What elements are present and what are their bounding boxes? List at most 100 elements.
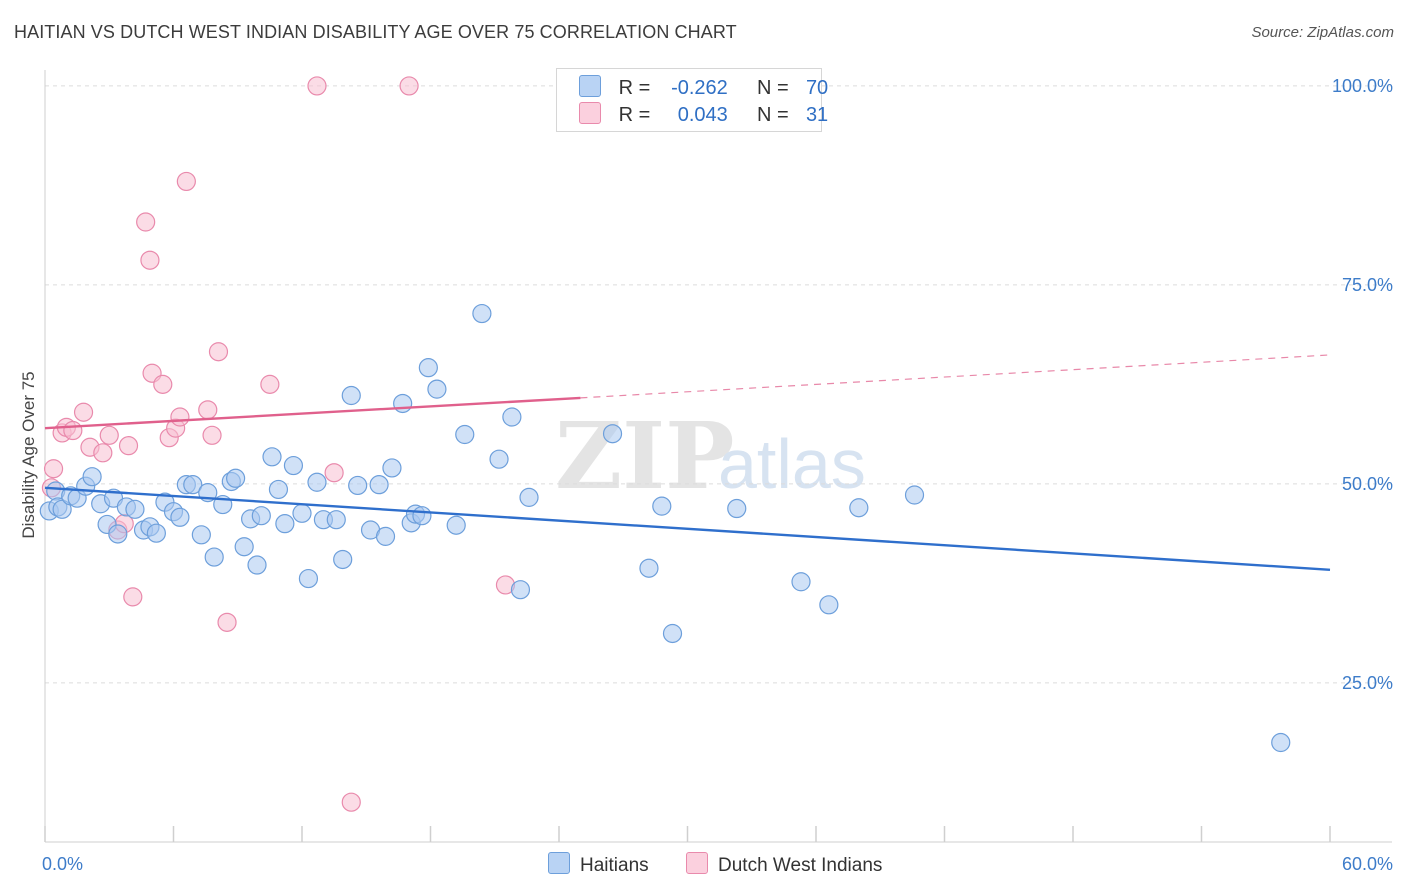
dutch-point — [202, 425, 222, 445]
y-tick-label: 75.0% — [1342, 275, 1393, 295]
haitian-point — [292, 503, 312, 523]
haitian-point — [275, 514, 295, 534]
haitian-point — [298, 568, 319, 589]
legend-n-label: N = — [756, 77, 789, 99]
x-tick-label-max: 60.0% — [1342, 854, 1393, 874]
bottom-legend-label-haitians: Haitians — [580, 855, 649, 876]
haitian-point — [307, 472, 327, 492]
haitian-point — [446, 515, 466, 535]
dutch-point — [176, 171, 196, 192]
haitian-point — [369, 475, 389, 495]
legend-n-label: N = — [756, 104, 789, 126]
x-tick-labels: 0.0% 60.0% — [42, 854, 1393, 874]
dutch-point — [140, 250, 160, 270]
dutch-point — [307, 76, 327, 96]
haitian-point — [170, 507, 190, 527]
haitian-point — [1271, 732, 1291, 753]
haitian-point — [226, 468, 246, 488]
dutch-point — [118, 436, 139, 456]
dutch-point — [43, 459, 64, 479]
haitian-point — [146, 523, 166, 543]
haitian-point — [791, 572, 811, 592]
legend-r-label: R = — [618, 77, 651, 99]
dutch-point — [136, 212, 156, 232]
haitian-point — [52, 499, 72, 519]
haitian-point — [418, 358, 438, 378]
haitian-point — [427, 379, 447, 399]
haitian-point — [455, 424, 475, 445]
haitian-point — [849, 498, 869, 518]
bottom-legend-dutch: Dutch West Indians — [686, 852, 882, 877]
legend-r-value: -0.262 — [671, 77, 728, 99]
dutch-point — [341, 792, 361, 812]
dutch-west-indians-points — [41, 76, 516, 812]
correlation-legend: R = -0.262 N = 70 R = 0.043 N = 31 — [556, 68, 828, 132]
haitian-point — [502, 407, 522, 427]
haitian-point — [341, 385, 361, 406]
haitians-points — [39, 303, 1291, 753]
x-tick-label-min: 0.0% — [42, 854, 83, 874]
watermark-zip: ZIP — [555, 402, 734, 510]
haitian-point — [183, 475, 203, 495]
bottom-legend-swatch-dutch — [686, 852, 708, 874]
y-tick-label: 50.0% — [1342, 474, 1393, 494]
haitian-point — [326, 510, 346, 530]
bottom-legend-swatch-haitians — [548, 852, 570, 874]
legend-n-value: 31 — [805, 104, 829, 126]
dutch-point — [153, 374, 173, 394]
haitian-point — [639, 558, 659, 578]
chart-title: HAITIAN VS DUTCH WEST INDIAN DISABILITY … — [14, 22, 737, 42]
legend-row-haitians: R = -0.262 N = 70 — [579, 75, 828, 101]
dutch-point — [217, 612, 237, 632]
haitian-point — [472, 303, 492, 324]
haitian-point — [662, 623, 683, 644]
dutch-point — [260, 374, 280, 394]
dutch-point — [63, 420, 83, 441]
y-tick-label: 100.0% — [1332, 76, 1393, 96]
y-axis-label: Disability Age Over 75 — [19, 371, 38, 538]
haitian-point — [283, 455, 304, 476]
haitian-point — [82, 467, 102, 487]
dutch-point — [399, 76, 419, 96]
dutch-point — [170, 407, 190, 427]
haitian-point — [125, 499, 145, 519]
dutch-trend-line — [44, 396, 581, 430]
y-tick-label: 25.0% — [1342, 673, 1393, 693]
haitian-point — [510, 580, 531, 600]
dutch-trend-line-extension — [580, 354, 1331, 399]
dutch-point — [73, 402, 94, 422]
haitian-point — [262, 447, 282, 467]
haitian-point — [382, 458, 402, 478]
bottom-legend-haitians: Haitians — [548, 852, 649, 877]
trend-lines — [44, 354, 1331, 572]
haitian-point — [204, 547, 224, 567]
legend-row-dutch: R = 0.043 N = 31 — [579, 102, 828, 128]
haitian-point — [904, 485, 925, 505]
bottom-legend-label-dutch: Dutch West Indians — [718, 855, 883, 876]
axes — [44, 70, 1392, 843]
dutch-point — [93, 443, 113, 463]
haitian-point — [819, 595, 839, 615]
y-tick-labels: 25.0% 50.0% 75.0% 100.0% — [1332, 76, 1393, 693]
haitian-point — [412, 506, 432, 526]
haitian-point — [191, 525, 211, 545]
haitian-point — [268, 479, 289, 500]
dutch-point — [198, 400, 218, 420]
legend-swatch-dutch — [579, 102, 601, 124]
source-label: Source: ZipAtlas.com — [1251, 24, 1394, 41]
haitian-point — [348, 475, 368, 496]
haitian-point — [333, 549, 353, 570]
haitian-point — [393, 393, 413, 414]
haitian-point — [234, 537, 254, 557]
haitian-point — [652, 496, 672, 516]
haitian-point — [489, 449, 509, 469]
legend-swatch-haitians — [579, 75, 601, 97]
haitian-point — [108, 524, 128, 544]
legend-r-value: 0.043 — [677, 104, 728, 126]
watermark-atlas: atlas — [718, 425, 866, 503]
dutch-point — [208, 342, 229, 362]
haitian-point — [251, 506, 271, 526]
dutch-point — [123, 587, 143, 607]
grid-lines — [45, 85, 1392, 684]
